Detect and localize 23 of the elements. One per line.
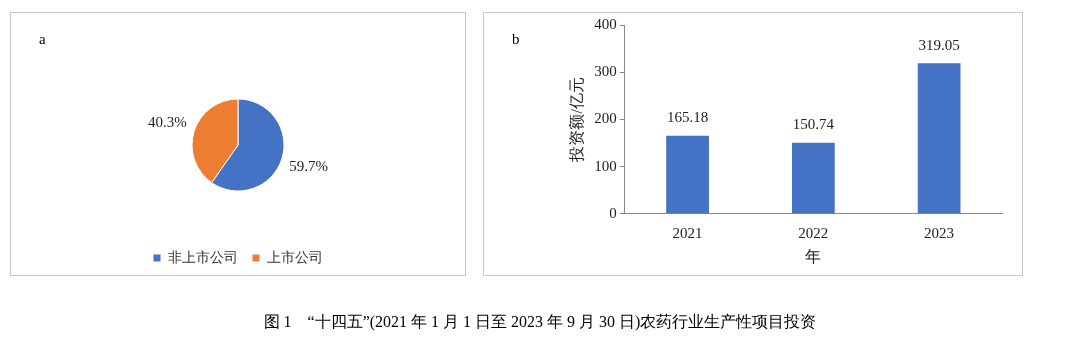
data-label: 40.3% <box>148 113 187 130</box>
bar <box>791 142 835 214</box>
y-tick-label: 400 <box>594 15 617 32</box>
text: a <box>39 31 46 48</box>
y-tick-label: 100 <box>594 157 617 174</box>
x-tick-label: 2022 <box>798 224 829 241</box>
bar <box>666 135 709 214</box>
data-label: 165.18 <box>666 109 709 126</box>
text: b <box>512 31 520 48</box>
y-tick-label: 200 <box>594 110 617 127</box>
legend-label: 上市公司 <box>267 249 323 265</box>
x-axis-title: 年 <box>805 247 822 265</box>
data-label: 319.05 <box>918 36 960 53</box>
x-tick-label: 2021 <box>672 224 703 241</box>
caption: 图 1 “十四五”(2021 年 1 月 1 日至 2023 年 9 月 30 日)农药行业生产性项目投资 <box>262 312 818 333</box>
data-label: 59.7% <box>289 158 328 175</box>
y-tick-label: 300 <box>594 63 617 80</box>
y-axis-title: 投资额/亿元 <box>567 77 585 163</box>
y-tick-label: 0 <box>609 204 617 221</box>
x-tick-label: 2023 <box>924 224 955 241</box>
bar <box>917 63 961 214</box>
legend-label: 非上市公司 <box>168 249 238 265</box>
data-label: 150.74 <box>792 116 835 133</box>
